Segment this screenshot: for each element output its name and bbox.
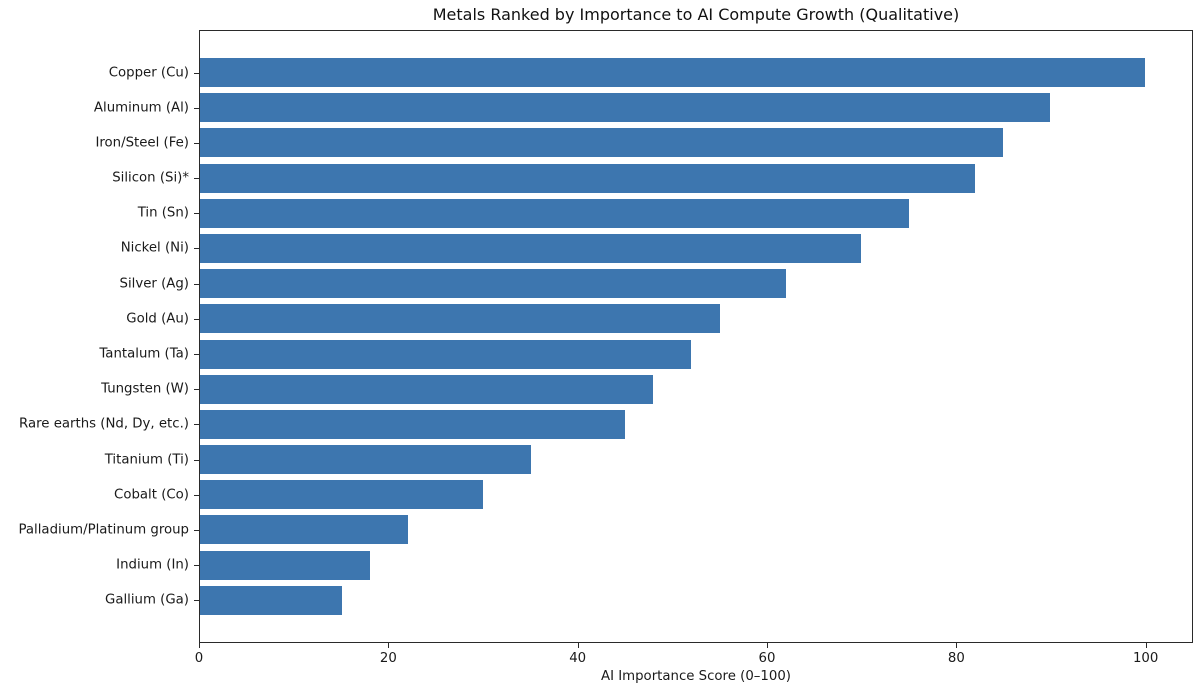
bar <box>200 550 371 580</box>
x-tick-label: 20 <box>379 651 397 666</box>
y-tick-mark <box>194 529 199 531</box>
y-tick-mark <box>194 459 199 461</box>
category-label: Gallium (Ga) <box>105 592 189 608</box>
plot-area: Copper (Cu) Aluminum (Al) Iron/Steel (Fe) S… <box>18 30 1193 643</box>
bar <box>200 409 626 439</box>
x-tick-mark <box>388 643 390 648</box>
bar-row: Titanium (Ti) <box>105 445 1192 475</box>
category-label: Gold (Au) <box>126 311 189 327</box>
bar <box>200 128 1004 158</box>
bars-area: Copper (Cu) Aluminum (Al) Iron/Steel (Fe) S… <box>18 31 1192 642</box>
bar <box>200 445 531 475</box>
y-tick-mark <box>194 565 199 567</box>
x-tick-mark <box>1145 643 1147 648</box>
bar <box>200 163 975 193</box>
x-tick-label: 80 <box>947 651 965 666</box>
bar-row: Gallium (Ga) <box>105 585 1192 615</box>
x-tick-label: 40 <box>569 651 587 666</box>
category-label: Silver (Ag) <box>119 276 189 292</box>
bar <box>200 233 862 263</box>
x-axis-label: AI Importance Score (0–100) <box>601 669 791 684</box>
bar <box>200 515 408 545</box>
bar <box>200 198 909 228</box>
bar <box>200 269 786 299</box>
category-label: Silicon (Si)* <box>112 170 189 186</box>
category-label: Nickel (Ni) <box>120 240 189 256</box>
category-label: Rare earths (Nd, Dy, etc.) <box>19 416 189 432</box>
x-tick-label: 60 <box>758 651 776 666</box>
bar-row: Iron/Steel (Fe) <box>95 128 1192 158</box>
bar <box>200 480 484 510</box>
bar-row: Tin (Sn) <box>138 198 1192 228</box>
bar-row: Rare earths (Nd, Dy, etc.) <box>19 409 1192 439</box>
x-axis-ticks: 0 20 40 60 80 100 <box>195 643 1193 673</box>
bar <box>200 304 720 334</box>
y-tick-mark <box>194 213 199 215</box>
x-tick-mark <box>199 643 200 648</box>
bar-row: Nickel (Ni) <box>121 233 1192 263</box>
bar-row: Copper (Cu) <box>109 58 1192 87</box>
y-tick-mark <box>194 107 199 109</box>
y-tick-mark <box>194 142 199 144</box>
category-label: Aluminum (Al) <box>93 100 189 116</box>
bar <box>200 93 1051 123</box>
y-tick-mark <box>194 389 199 391</box>
category-label: Tungsten (W) <box>101 381 189 397</box>
y-tick-mark <box>194 494 199 496</box>
y-tick-mark <box>194 318 199 320</box>
y-tick-mark <box>194 72 199 74</box>
y-tick-mark <box>194 178 199 180</box>
y-tick-mark <box>194 354 199 355</box>
bar <box>200 58 1145 87</box>
bar-row: Gold (Au) <box>126 304 1192 334</box>
category-label: Copper (Cu) <box>108 65 189 80</box>
y-tick-mark <box>194 248 199 250</box>
category-label: Iron/Steel (Fe) <box>95 135 189 151</box>
chart-title: Metals Ranked by Importance to AI Comput… <box>432 5 960 24</box>
y-tick-mark <box>194 600 199 602</box>
bar-row: Cobalt (Co) <box>114 480 1192 510</box>
bar-row: Silicon (Si)* <box>112 163 1192 193</box>
x-tick-mark <box>577 643 579 648</box>
x-tick-label: 100 <box>1132 651 1159 666</box>
bar-row: Indium (In) <box>116 550 1192 580</box>
x-tick-mark <box>767 643 768 648</box>
x-tick-mark <box>956 643 958 648</box>
y-tick-mark <box>194 424 199 426</box>
bar <box>200 585 342 615</box>
category-label: Tantalum (Ta) <box>99 346 189 362</box>
category-label: Palladium/Platinum group <box>18 522 189 538</box>
x-tick-label: 0 <box>194 651 204 666</box>
category-label: Titanium (Ti) <box>104 452 189 468</box>
category-label: Cobalt (Co) <box>114 487 189 503</box>
bar-row: Silver (Ag) <box>120 269 1192 299</box>
bar <box>200 374 654 404</box>
bar-row: Tungsten (W) <box>101 374 1192 404</box>
y-tick-mark <box>194 283 199 285</box>
bar-row: Tantalum (Ta) <box>99 339 1192 369</box>
category-label: Tin (Sn) <box>137 205 189 221</box>
bar-row: Aluminum (Al) <box>94 93 1192 123</box>
bar-row: Palladium/Platinum group <box>18 515 1192 545</box>
bar <box>200 339 692 369</box>
category-label: Indium (In) <box>116 557 189 573</box>
